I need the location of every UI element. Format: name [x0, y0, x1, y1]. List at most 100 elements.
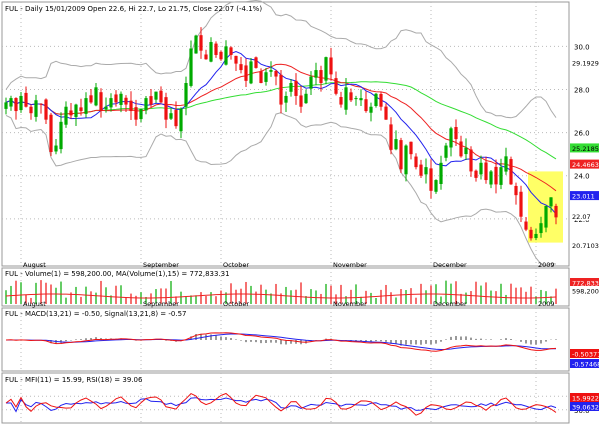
candle-body — [409, 141, 413, 155]
candle-body — [519, 191, 523, 217]
candle-body — [109, 98, 113, 108]
volume-panel-label: FUL - Volume(1) = 598,200.00, MA(Volume(… — [5, 270, 230, 278]
macd-signal-line — [6, 333, 556, 351]
candle-body — [64, 106, 68, 125]
x-axis-label-price: October — [223, 261, 249, 269]
candle-body — [324, 57, 328, 81]
candle-body — [169, 113, 173, 119]
macd-value: -0.503711 — [572, 351, 600, 359]
signal-value: -0.574688 — [572, 361, 600, 369]
candle-body — [259, 71, 263, 84]
x-axis-label-volume: October — [223, 300, 249, 308]
candle-body — [74, 104, 78, 117]
candle-body — [119, 93, 123, 105]
ma-long-value-box — [570, 143, 599, 153]
volume-last-value: 598,200 — [572, 288, 599, 296]
candle-body — [334, 78, 338, 94]
candle-body — [184, 83, 188, 107]
candle-body — [269, 70, 273, 72]
candle-body — [524, 221, 528, 230]
candle-body — [284, 95, 288, 103]
x-axis-label-price: August — [23, 261, 46, 269]
candle-body — [439, 162, 443, 184]
candle-body — [209, 42, 213, 62]
macd-panel-label: FUL - MACD(13,21) = -0.50, Signal(13,21,… — [5, 310, 187, 318]
bollinger-upper-value-box — [570, 57, 599, 67]
macd-lines — [5, 332, 557, 352]
candle-body — [314, 70, 318, 78]
candle-body — [404, 145, 408, 175]
candle-body — [59, 121, 63, 150]
mfi-rsi-panel-label: FUL - MFI(11) = 15.99, RSI(18) = 39.06 — [5, 376, 143, 384]
mfi-rsi-panel-frame — [1, 372, 570, 424]
candle-body — [49, 114, 53, 153]
bollinger-upper-value: 29.1929 — [572, 59, 599, 67]
candle-body — [154, 91, 158, 100]
candle-body — [99, 92, 103, 112]
candle-body — [264, 72, 268, 82]
price-tick-label: 24.0 — [574, 173, 590, 181]
ma-long-value: 25.2185 — [572, 145, 599, 153]
candle-body — [384, 106, 388, 120]
candle-body — [364, 99, 368, 112]
candle-body — [194, 35, 198, 54]
bollinger-upper-line — [5, 0, 557, 119]
candle-body — [499, 167, 503, 185]
candle-body — [234, 55, 238, 64]
candle-body — [179, 108, 183, 132]
candle-body — [304, 93, 308, 104]
x-axis-label-price: December — [433, 261, 467, 269]
mfi-line — [5, 392, 557, 416]
candle-body — [224, 46, 228, 65]
ma-mid-value: 24.4663 — [572, 161, 599, 169]
macd-line — [5, 332, 557, 352]
bollinger-lower-value: 20.7103 — [572, 242, 599, 250]
candle-body — [214, 43, 218, 55]
candle-body — [549, 197, 553, 207]
candle-body — [244, 65, 248, 81]
candle-body — [139, 108, 143, 120]
volume-ma-value-box — [570, 278, 599, 287]
price-tick-label: 30.0 — [574, 43, 590, 51]
candle-body — [239, 64, 243, 71]
candle-body — [164, 97, 168, 120]
candle-body — [274, 70, 278, 77]
candle-body — [444, 145, 448, 158]
candle-body — [504, 156, 508, 172]
candle-body — [124, 97, 128, 105]
candle-body — [14, 98, 18, 112]
candle-body — [369, 106, 373, 113]
price-panel-title: FUL - Daily 15/01/2009 Open 22.6, Hi 22.… — [5, 5, 262, 13]
candle-body — [554, 205, 558, 218]
candle-body — [134, 107, 138, 120]
right-value-labels: 29.1929 25.2185 24.4663 23.011 22.07 20.7103 7… — [570, 57, 600, 412]
candle-body — [414, 156, 418, 168]
x-axis-label-volume: August — [23, 300, 46, 308]
candle-body — [469, 149, 473, 172]
x-axis-label-volume: December — [433, 300, 467, 308]
candle-body — [459, 141, 463, 157]
x-axis-label-volume: November — [333, 300, 367, 308]
candle-body — [174, 110, 178, 127]
candle-body — [279, 74, 283, 105]
candle-body — [4, 102, 8, 109]
candle-body — [54, 145, 58, 152]
x-axis-label-volume: 2009 — [538, 300, 555, 308]
candle-body — [39, 103, 43, 105]
mfi-value-box — [570, 393, 599, 402]
candle-body — [144, 98, 148, 111]
candle-body — [79, 107, 83, 112]
volume-last-value-box — [570, 286, 599, 295]
x-axis-labels: August August September September October Oct… — [23, 261, 555, 308]
candle-body — [454, 127, 458, 140]
candle-body — [204, 54, 208, 60]
volume-bars — [5, 280, 557, 304]
candle-body — [349, 92, 353, 101]
candle-body — [199, 35, 203, 51]
candle-body — [229, 47, 233, 55]
candle-body — [539, 223, 543, 234]
macd-value-box — [570, 349, 599, 358]
candle-body — [424, 167, 428, 175]
x-axis-label-volume: September — [143, 300, 179, 308]
